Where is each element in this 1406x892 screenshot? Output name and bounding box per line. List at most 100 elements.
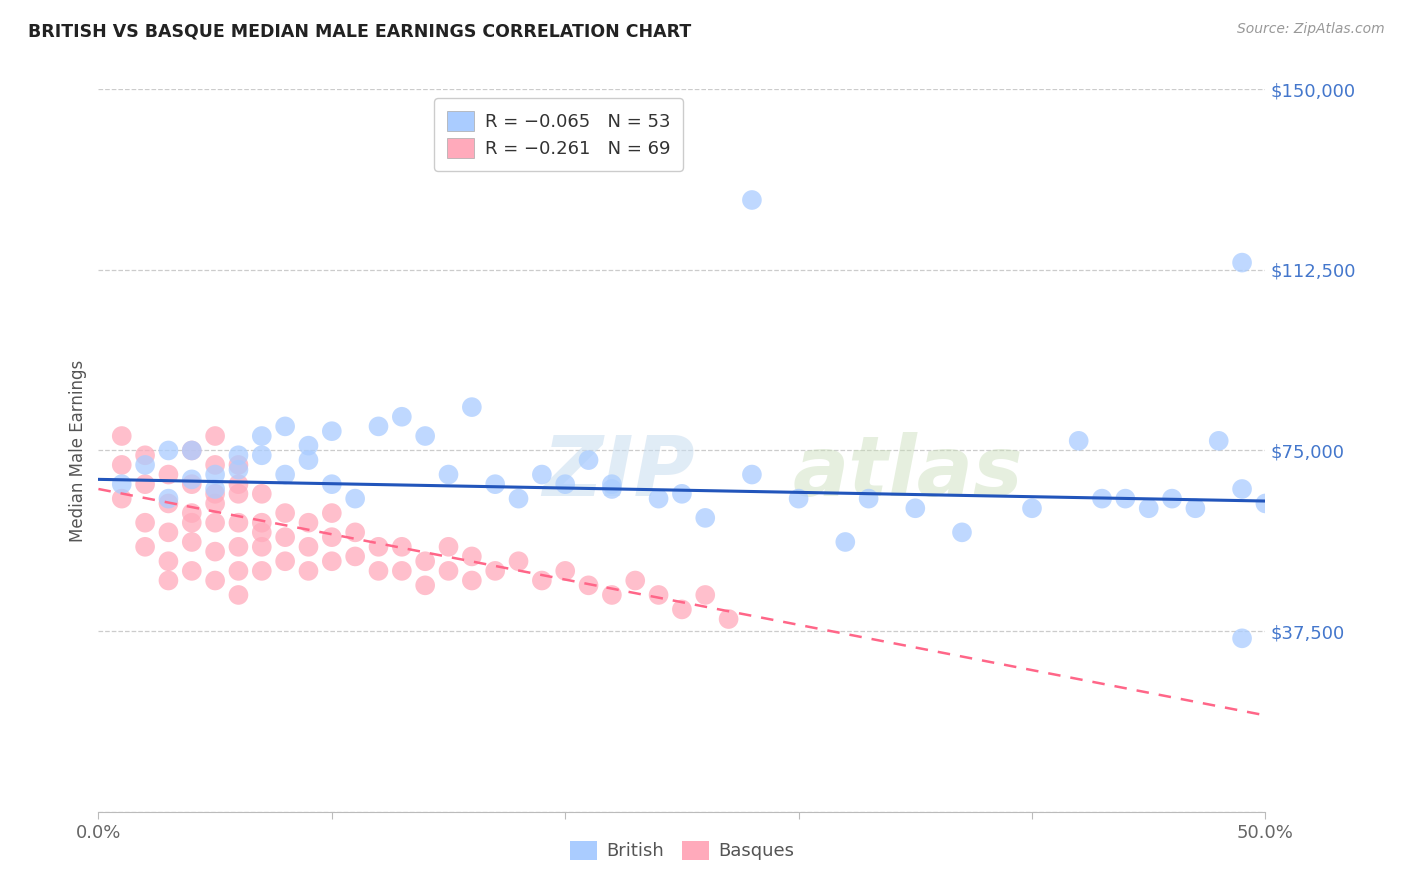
Point <box>180 516 202 530</box>
Point <box>204 487 226 501</box>
Point <box>274 419 297 434</box>
Point <box>695 511 717 525</box>
Point <box>297 564 319 578</box>
Point <box>461 400 484 414</box>
Point <box>204 516 226 530</box>
Point <box>321 530 343 544</box>
Point <box>344 491 367 506</box>
Point <box>180 535 202 549</box>
Point <box>250 429 273 443</box>
Point <box>1161 491 1184 506</box>
Point <box>204 458 226 472</box>
Point <box>250 487 273 501</box>
Point <box>437 564 460 578</box>
Point <box>391 564 413 578</box>
Point <box>274 467 297 482</box>
Point <box>204 482 226 496</box>
Point <box>157 496 180 510</box>
Point <box>134 458 156 472</box>
Point <box>624 574 647 588</box>
Point <box>250 564 273 578</box>
Text: BRITISH VS BASQUE MEDIAN MALE EARNINGS CORRELATION CHART: BRITISH VS BASQUE MEDIAN MALE EARNINGS C… <box>28 22 692 40</box>
Point <box>297 540 319 554</box>
Point <box>1230 482 1253 496</box>
Point <box>600 482 623 496</box>
Point <box>554 564 576 578</box>
Point <box>111 429 134 443</box>
Point <box>180 506 202 520</box>
Point <box>157 525 180 540</box>
Point <box>321 424 343 438</box>
Text: Source: ZipAtlas.com: Source: ZipAtlas.com <box>1237 22 1385 37</box>
Point <box>647 491 669 506</box>
Text: atlas: atlas <box>793 432 1024 513</box>
Point <box>1184 501 1206 516</box>
Point <box>250 540 273 554</box>
Point <box>1114 491 1136 506</box>
Point <box>228 540 250 554</box>
Point <box>297 516 319 530</box>
Point <box>250 516 273 530</box>
Point <box>367 564 389 578</box>
Point <box>134 540 156 554</box>
Point <box>1091 491 1114 506</box>
Point <box>204 496 226 510</box>
Point <box>367 419 389 434</box>
Point <box>297 439 319 453</box>
Point <box>671 602 693 616</box>
Point <box>741 467 763 482</box>
Point <box>134 516 156 530</box>
Point <box>228 588 250 602</box>
Point <box>134 477 156 491</box>
Point <box>344 549 367 564</box>
Point <box>600 588 623 602</box>
Point <box>321 506 343 520</box>
Point <box>204 544 226 558</box>
Point <box>391 540 413 554</box>
Point <box>367 540 389 554</box>
Point <box>904 501 927 516</box>
Point <box>321 477 343 491</box>
Point <box>671 487 693 501</box>
Point <box>157 467 180 482</box>
Point <box>134 448 156 462</box>
Point <box>1021 501 1043 516</box>
Point <box>508 554 530 568</box>
Point <box>228 516 250 530</box>
Point <box>228 463 250 477</box>
Point <box>413 429 436 443</box>
Point <box>111 491 134 506</box>
Point <box>228 477 250 491</box>
Point <box>274 506 297 520</box>
Point <box>180 472 202 486</box>
Point <box>180 564 202 578</box>
Point <box>1208 434 1230 448</box>
Point <box>695 588 717 602</box>
Point <box>717 612 740 626</box>
Point <box>484 564 506 578</box>
Point <box>1067 434 1090 448</box>
Point <box>157 491 180 506</box>
Point <box>787 491 810 506</box>
Point <box>228 564 250 578</box>
Point <box>578 578 600 592</box>
Point <box>228 487 250 501</box>
Point <box>344 525 367 540</box>
Point <box>578 453 600 467</box>
Point <box>111 458 134 472</box>
Point <box>530 467 553 482</box>
Point <box>530 574 553 588</box>
Point <box>508 491 530 506</box>
Point <box>157 443 180 458</box>
Point <box>111 477 134 491</box>
Point <box>437 540 460 554</box>
Point <box>554 477 576 491</box>
Point <box>1254 496 1277 510</box>
Point <box>321 554 343 568</box>
Point <box>600 477 623 491</box>
Point <box>180 443 202 458</box>
Point <box>1230 255 1253 269</box>
Point <box>204 467 226 482</box>
Point <box>741 193 763 207</box>
Point <box>297 453 319 467</box>
